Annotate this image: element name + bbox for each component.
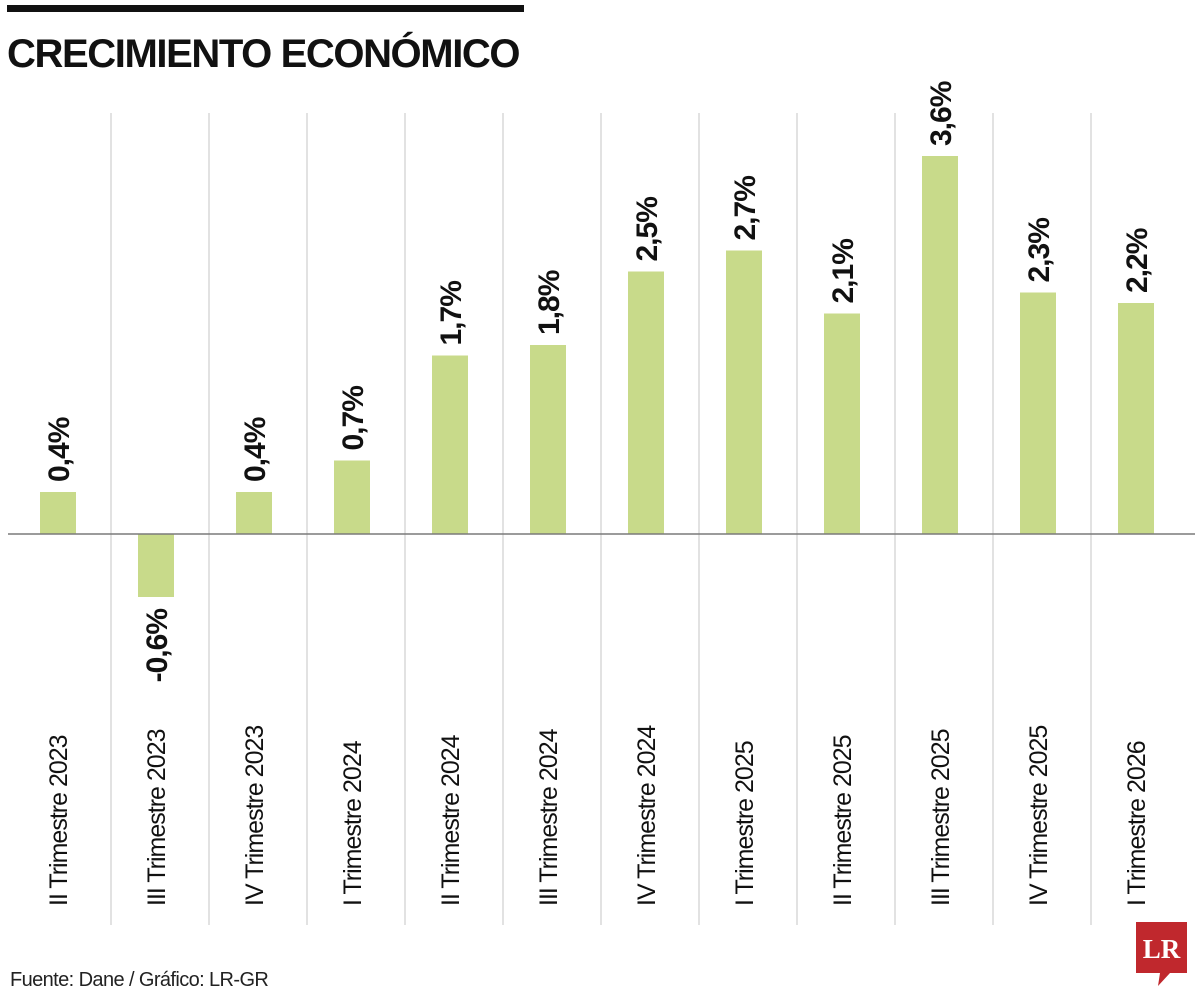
category-label: III Trimestre 2024 [535, 728, 563, 906]
lr-logo: LR [1136, 922, 1187, 986]
bar [138, 534, 174, 597]
bar [334, 460, 370, 534]
title-rule [7, 5, 524, 12]
bar [40, 492, 76, 534]
bar [726, 250, 762, 534]
chart-title: CRECIMIENTO ECONÓMICO [7, 32, 521, 76]
bar [628, 271, 664, 534]
data-label: 2,3% [1023, 218, 1056, 283]
category-label: IV Trimestre 2025 [1025, 726, 1053, 906]
bar [824, 313, 860, 534]
bar [1020, 292, 1056, 534]
bar [236, 492, 272, 534]
category-label: II Trimestre 2025 [829, 735, 857, 906]
data-label: 0,7% [337, 386, 370, 451]
data-label: -0,6% [141, 609, 174, 683]
category-label: I Trimestre 2024 [339, 740, 367, 906]
data-label: 0,4% [43, 417, 76, 482]
data-label: 1,7% [435, 281, 468, 346]
bar [922, 156, 958, 534]
category-label: I Trimestre 2025 [731, 741, 759, 906]
data-label: 2,2% [1121, 228, 1154, 293]
category-label: I Trimestre 2026 [1123, 741, 1151, 906]
data-label: 3,6% [925, 81, 958, 146]
category-label: IV Trimestre 2023 [241, 726, 269, 906]
category-label: IV Trimestre 2024 [633, 725, 661, 906]
source-note: Fuente: Dane / Gráfico: LR-GR [10, 969, 269, 991]
category-label: II Trimestre 2024 [437, 734, 465, 906]
data-label: 0,4% [239, 417, 272, 482]
category-label: III Trimestre 2025 [927, 729, 955, 906]
data-label: 1,8% [533, 270, 566, 335]
logo-shape [1136, 922, 1187, 986]
data-label: 2,1% [827, 239, 860, 304]
category-label: II Trimestre 2023 [45, 735, 73, 906]
bar [530, 345, 566, 534]
bar [432, 355, 468, 534]
bar [1118, 303, 1154, 534]
data-label: 2,7% [729, 176, 762, 241]
data-label: 2,5% [631, 197, 664, 262]
category-label: III Trimestre 2023 [143, 729, 171, 906]
logo-text: LR [1143, 934, 1181, 964]
